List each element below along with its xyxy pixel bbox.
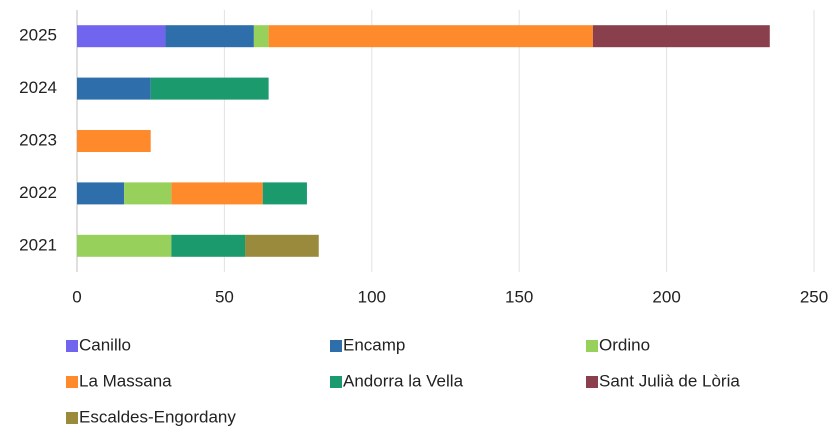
x-tick-label: 150 bbox=[505, 287, 533, 306]
y-tick-label: 2022 bbox=[19, 183, 57, 202]
bar-segment bbox=[262, 182, 307, 205]
bar-segment bbox=[171, 234, 246, 257]
y-tick-label: 2023 bbox=[19, 130, 57, 149]
bar-segment bbox=[77, 182, 125, 205]
legend-label: Andorra la Vella bbox=[343, 371, 464, 390]
legend-label: La Massana bbox=[79, 371, 172, 390]
legend-swatch bbox=[330, 376, 342, 388]
x-tick-label: 0 bbox=[72, 287, 81, 306]
legend-swatch bbox=[66, 412, 78, 424]
bar-segment bbox=[245, 234, 319, 257]
bar-segment bbox=[165, 25, 254, 48]
bar-segment bbox=[268, 25, 593, 48]
x-tick-label: 50 bbox=[215, 287, 234, 306]
legend-label: Canillo bbox=[79, 335, 131, 354]
x-tick-label: 100 bbox=[358, 287, 386, 306]
legend-swatch bbox=[586, 376, 598, 388]
x-tick-label: 250 bbox=[800, 287, 828, 306]
y-tick-label: 2025 bbox=[19, 26, 57, 45]
bar-segment bbox=[77, 77, 151, 100]
bar-segment bbox=[171, 182, 263, 205]
legend-swatch bbox=[330, 340, 342, 352]
bar-segment bbox=[253, 25, 269, 48]
bar-segment bbox=[77, 25, 166, 48]
bar-segment bbox=[592, 25, 770, 48]
y-tick-label: 2024 bbox=[19, 78, 57, 97]
legend-swatch bbox=[586, 340, 598, 352]
legend-label: Ordino bbox=[599, 335, 650, 354]
legend-label: Sant Julià de Lòria bbox=[599, 371, 740, 390]
x-tick-label: 200 bbox=[652, 287, 680, 306]
bar-segment bbox=[124, 182, 172, 205]
legend-swatch bbox=[66, 376, 78, 388]
bar-segment bbox=[77, 234, 172, 257]
y-tick-label: 2021 bbox=[19, 235, 57, 254]
bar-segment bbox=[77, 130, 151, 152]
legend-swatch bbox=[66, 340, 78, 352]
legend-label: Encamp bbox=[343, 335, 405, 354]
legend-label: Escaldes-Engordany bbox=[79, 407, 236, 426]
bar-segment bbox=[150, 77, 269, 100]
